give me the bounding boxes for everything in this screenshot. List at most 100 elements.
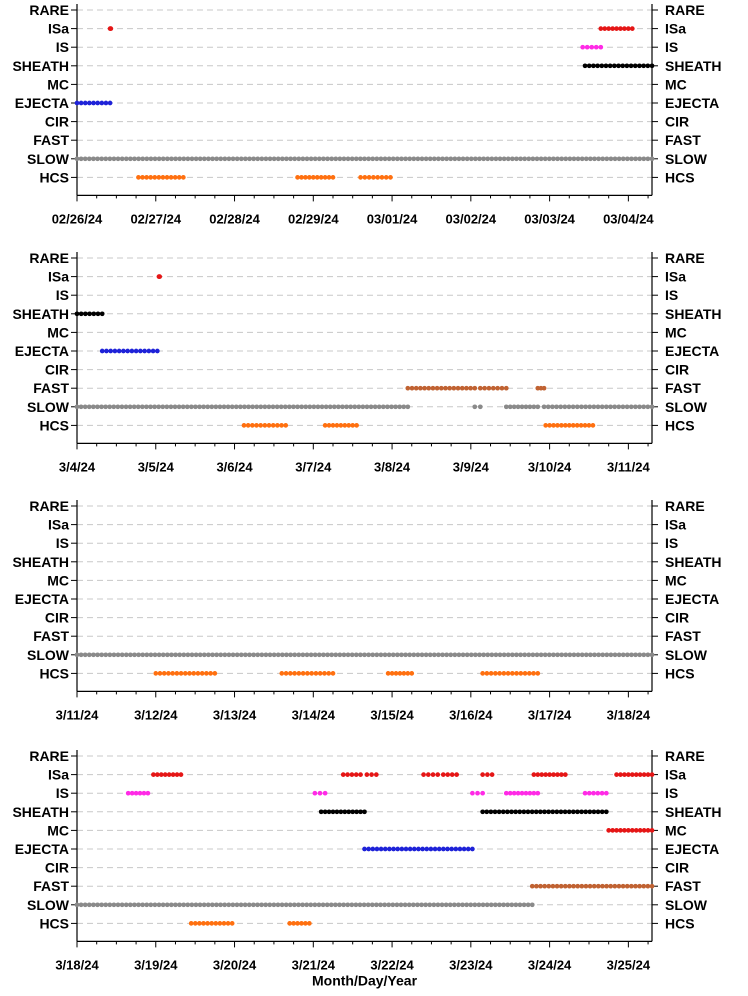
data-point — [558, 883, 564, 889]
data-point — [624, 63, 630, 69]
data-point — [633, 772, 639, 777]
data-point — [641, 652, 647, 658]
category-label-left: RARE — [29, 748, 69, 764]
data-point — [629, 828, 635, 833]
data-point — [563, 652, 569, 658]
x-tick-label: 3/22/24 — [370, 957, 414, 972]
data-point — [136, 902, 141, 908]
interval-slow — [541, 404, 655, 410]
category-label-right: MC — [665, 572, 687, 588]
data-point — [443, 902, 449, 908]
data-point — [583, 809, 589, 815]
data-point — [566, 423, 572, 428]
x-tick-label: 3/14/24 — [292, 707, 336, 722]
data-point — [493, 671, 498, 676]
data-point — [436, 652, 441, 658]
data-point — [309, 671, 315, 676]
data-point — [133, 348, 139, 354]
data-point — [558, 404, 564, 410]
data-point — [604, 883, 609, 889]
x-tick-label: 3/18/24 — [55, 957, 99, 972]
data-point — [587, 809, 593, 815]
data-point — [95, 100, 101, 106]
data-point — [403, 156, 408, 162]
data-point — [649, 63, 655, 69]
data-point — [312, 902, 318, 908]
data-point — [641, 156, 647, 162]
data-point — [495, 385, 500, 391]
data-point — [440, 156, 445, 162]
interval-ejecta — [99, 348, 160, 354]
data-point — [527, 404, 533, 410]
data-point — [164, 902, 170, 908]
data-point — [370, 652, 376, 658]
data-point — [287, 902, 293, 908]
data-point — [217, 921, 223, 926]
data-point — [562, 883, 568, 889]
data-point — [624, 404, 630, 410]
data-point — [390, 652, 396, 658]
data-point — [144, 175, 149, 180]
data-point — [320, 902, 326, 908]
data-point — [386, 156, 392, 162]
x-axis-title: Month/Day/Year — [312, 972, 418, 988]
data-point — [303, 921, 308, 926]
data-point — [641, 404, 647, 410]
data-point — [214, 902, 219, 908]
data-point — [86, 156, 92, 162]
data-point — [103, 902, 109, 908]
data-point — [238, 404, 243, 410]
data-point — [493, 902, 498, 908]
data-point — [364, 772, 370, 777]
data-point — [563, 156, 569, 162]
data-point — [144, 156, 150, 162]
data-point — [172, 175, 178, 180]
data-point — [238, 652, 244, 658]
data-point — [295, 404, 300, 410]
data-point — [633, 404, 638, 410]
x-tick-label: 3/6/24 — [216, 459, 253, 474]
data-point — [503, 385, 509, 391]
data-point — [333, 652, 339, 658]
data-point — [107, 652, 113, 658]
data-point — [390, 902, 396, 908]
data-point — [529, 883, 535, 889]
data-point — [197, 902, 203, 908]
data-point — [620, 63, 626, 69]
data-point — [266, 404, 272, 410]
data-point — [473, 652, 478, 658]
data-point — [299, 921, 304, 926]
data-point — [380, 404, 386, 410]
interval-isa — [480, 772, 495, 777]
data-point — [602, 26, 608, 31]
data-point — [382, 902, 387, 908]
data-point — [303, 404, 309, 410]
data-point — [454, 772, 460, 777]
data-point — [86, 404, 92, 410]
data-point — [174, 671, 180, 676]
data-point — [189, 156, 195, 162]
data-point — [254, 423, 259, 428]
category-label-right: CIR — [665, 114, 689, 130]
data-point — [373, 772, 379, 777]
data-point — [288, 156, 293, 162]
data-point — [531, 790, 537, 796]
data-point — [210, 156, 215, 162]
data-point — [622, 772, 627, 777]
data-point — [562, 809, 568, 815]
data-point — [229, 921, 235, 926]
data-point — [596, 652, 601, 658]
data-point — [362, 156, 367, 162]
category-label-right: HCS — [665, 417, 695, 433]
data-point — [125, 790, 131, 796]
data-point — [382, 156, 388, 162]
data-point — [538, 652, 544, 658]
data-point — [210, 652, 215, 658]
data-point — [99, 902, 104, 908]
data-point — [567, 883, 572, 889]
data-point — [441, 846, 446, 852]
data-point — [324, 902, 330, 908]
data-point — [482, 385, 487, 391]
interval-sheath — [480, 809, 609, 815]
interval-sheath — [74, 311, 105, 317]
